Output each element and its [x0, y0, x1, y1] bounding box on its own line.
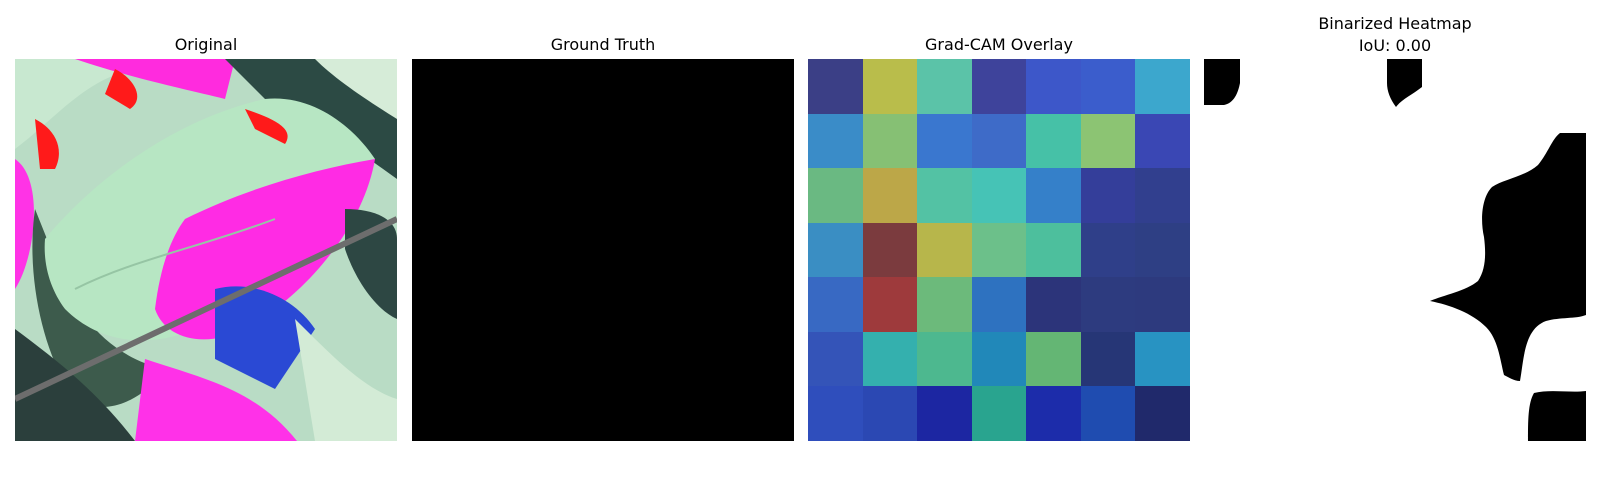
gradcam-cell — [972, 114, 1026, 168]
gradcam-cell — [863, 168, 917, 223]
gradcam-cell — [1081, 114, 1135, 168]
gradcam-cell — [1081, 59, 1135, 114]
gradcam-cell — [863, 332, 917, 386]
binarized-heatmap-svg — [1204, 59, 1586, 441]
gradcam-cell — [863, 223, 917, 277]
gradcam-cell — [863, 386, 917, 441]
gradcam-cell — [808, 277, 863, 332]
gradcam-cell — [1081, 332, 1135, 386]
gradcam-title: Grad-CAM Overlay — [925, 35, 1073, 54]
gradcam-cell — [1026, 114, 1081, 168]
gradcam-cell — [1026, 223, 1081, 277]
ground-truth-mask — [412, 59, 794, 441]
gradcam-cell — [808, 59, 863, 114]
gradcam-cell — [863, 59, 917, 114]
gradcam-cell — [1135, 168, 1190, 223]
gradcam-cell — [1135, 223, 1190, 277]
gradcam-cell — [917, 223, 972, 277]
gradcam-cell — [808, 114, 863, 168]
gradcam-cell — [917, 277, 972, 332]
gradcam-cell — [1081, 168, 1135, 223]
gradcam-cell — [972, 223, 1026, 277]
gradcam-cell — [1026, 277, 1081, 332]
gradcam-cell — [1135, 59, 1190, 114]
gradcam-cell — [1026, 59, 1081, 114]
gradcam-cell — [972, 332, 1026, 386]
gradcam-cell — [972, 59, 1026, 114]
gradcam-cell — [1135, 114, 1190, 168]
gradcam-cell — [917, 386, 972, 441]
gradcam-cell — [1026, 168, 1081, 223]
gradcam-overlay — [808, 59, 1190, 441]
original-title: Original — [174, 35, 238, 54]
gradcam-cell — [808, 332, 863, 386]
gradcam-cell — [1081, 223, 1135, 277]
original-image — [15, 59, 397, 441]
gradcam-cell — [917, 168, 972, 223]
gradcam-cell — [1026, 386, 1081, 441]
gradcam-cell — [1081, 386, 1135, 441]
gradcam-cell — [1081, 277, 1135, 332]
gradcam-cell — [972, 168, 1026, 223]
ground-truth-title: Ground Truth — [550, 35, 656, 54]
gradcam-cell — [863, 277, 917, 332]
iou-label: IoU: 0.00 — [1358, 36, 1432, 55]
gradcam-cell — [1026, 332, 1081, 386]
gradcam-cell — [808, 223, 863, 277]
gradcam-cell — [917, 59, 972, 114]
binarized-heatmap — [1204, 59, 1586, 441]
gradcam-cell — [1135, 386, 1190, 441]
gradcam-cell — [972, 386, 1026, 441]
gradcam-cell — [1135, 332, 1190, 386]
original-image-svg — [15, 59, 397, 441]
gradcam-cell — [917, 332, 972, 386]
binarized-title: Binarized Heatmap IoU: 0.00 — [1204, 13, 1586, 57]
gradcam-cell — [972, 277, 1026, 332]
gradcam-cell — [808, 168, 863, 223]
gradcam-grid — [808, 59, 1190, 441]
gradcam-cell — [1135, 277, 1190, 332]
gradcam-cell — [863, 114, 917, 168]
gradcam-cell — [917, 114, 972, 168]
gradcam-cell — [808, 386, 863, 441]
binarized-heading: Binarized Heatmap — [1318, 14, 1472, 33]
